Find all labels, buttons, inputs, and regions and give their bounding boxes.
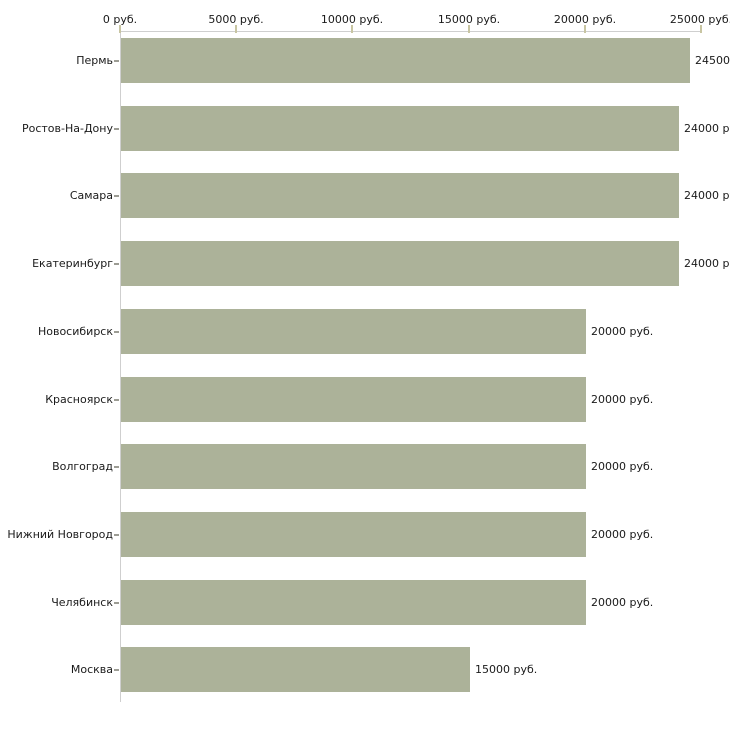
- category-tick-mark: [114, 128, 119, 130]
- x-tick-mark: [119, 25, 121, 33]
- category-label: Самара: [69, 189, 113, 202]
- category-tick-mark: [114, 60, 119, 62]
- category-label: Нижний Новгород: [7, 528, 113, 541]
- x-axis-line: [120, 31, 702, 32]
- category-label: Волгоград: [52, 460, 113, 473]
- category-label: Пермь: [76, 54, 113, 67]
- category-tick-mark: [114, 602, 119, 604]
- x-tick-mark: [351, 25, 353, 33]
- value-label: 24000 руб.: [684, 257, 730, 270]
- category-label: Екатеринбург: [32, 257, 113, 270]
- bar: [121, 377, 586, 422]
- value-label: 20000 руб.: [591, 393, 654, 406]
- value-label: 15000 руб.: [475, 663, 538, 676]
- x-tick-label: 25000 руб.: [669, 13, 730, 26]
- bar: [121, 512, 586, 557]
- category-tick-mark: [114, 399, 119, 401]
- bar: [121, 580, 586, 625]
- category-tick-mark: [114, 669, 119, 671]
- value-label: 20000 руб.: [591, 596, 654, 609]
- category-tick-mark: [114, 466, 119, 468]
- x-tick-mark: [584, 25, 586, 33]
- bar: [121, 241, 679, 286]
- bar: [121, 309, 586, 354]
- value-label: 24500 руб.: [695, 54, 730, 67]
- bar: [121, 173, 679, 218]
- value-label: 24000 руб.: [684, 122, 730, 135]
- category-label: Москва: [70, 663, 113, 676]
- value-label: 20000 руб.: [591, 460, 654, 473]
- y-axis-line: [120, 31, 121, 702]
- category-label: Красноярск: [45, 393, 113, 406]
- bar: [121, 106, 679, 151]
- value-label: 20000 руб.: [591, 528, 654, 541]
- x-tick-mark: [700, 25, 702, 33]
- x-tick-mark: [235, 25, 237, 33]
- value-label: 24000 руб.: [684, 189, 730, 202]
- x-tick-label: 10000 руб.: [320, 13, 384, 26]
- category-label: Челябинск: [51, 596, 113, 609]
- category-label: Новосибирск: [37, 325, 113, 338]
- x-tick-label: 15000 руб.: [437, 13, 501, 26]
- bar: [121, 647, 470, 692]
- x-tick-label: 20000 руб.: [553, 13, 617, 26]
- x-tick-label: 5000 руб.: [208, 13, 264, 26]
- value-label: 20000 руб.: [591, 325, 654, 338]
- x-tick-mark: [468, 25, 470, 33]
- bar: [121, 444, 586, 489]
- bar: [121, 38, 690, 83]
- category-tick-mark: [114, 331, 119, 333]
- x-tick-label: 0 руб.: [102, 13, 138, 26]
- category-tick-mark: [114, 534, 119, 536]
- category-label: Ростов-На-Дону: [21, 122, 113, 135]
- category-tick-mark: [114, 263, 119, 265]
- category-tick-mark: [114, 195, 119, 197]
